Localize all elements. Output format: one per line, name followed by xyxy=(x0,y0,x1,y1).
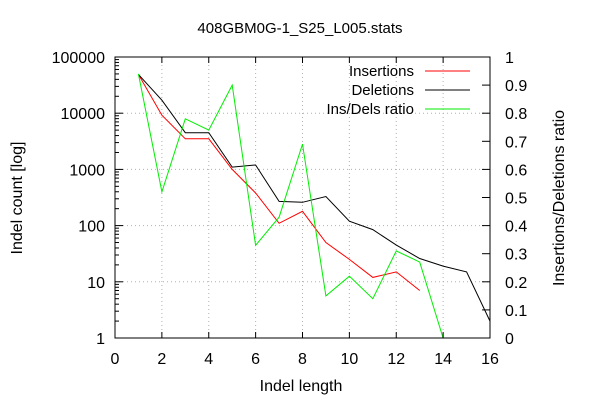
legend-label: Insertions xyxy=(349,63,414,80)
y2-tick-label: 0.6 xyxy=(505,162,527,179)
y-tick-label: 10 xyxy=(87,275,105,292)
y-axis-label: Indel count [log] xyxy=(9,142,26,255)
y-tick-label: 100000 xyxy=(52,50,105,67)
x-tick-label: 16 xyxy=(481,351,499,368)
axis-ticks xyxy=(114,56,491,339)
x-tick-label: 0 xyxy=(111,351,120,368)
x-tick-label: 12 xyxy=(387,351,405,368)
legend-label: Ins/Dels ratio xyxy=(326,101,414,118)
x-tick-label: 8 xyxy=(298,351,307,368)
x-tick-label: 2 xyxy=(157,351,166,368)
y-tick-label: 10000 xyxy=(61,106,106,123)
x-tick-label: 14 xyxy=(434,351,452,368)
series-line-0 xyxy=(137,74,421,291)
legend: Insertions Deletions Ins/Dels ratio xyxy=(326,63,470,118)
series-lines xyxy=(137,73,491,339)
x-tick-label: 10 xyxy=(340,351,358,368)
y-tick-label: 1000 xyxy=(69,162,105,179)
series-line-2 xyxy=(137,73,444,339)
y2-tick-label: 0.1 xyxy=(505,303,527,320)
x-tick-label: 6 xyxy=(251,351,260,368)
y2-tick-label: 0.3 xyxy=(505,247,527,264)
y-tick-label: 1 xyxy=(96,331,105,348)
chart-title: 408GBM0G-1_S25_L005.stats xyxy=(197,20,402,37)
tick-labels: 0 2 4 6 8 10 12 14 16 1 10 100 1000 10000 100000 0 0.1 0.… xyxy=(52,50,528,368)
x-tick-label: 4 xyxy=(204,351,213,368)
series-line-1 xyxy=(138,74,491,322)
legend-label: Deletions xyxy=(351,82,414,99)
y2-tick-label: 0.9 xyxy=(505,78,527,95)
grid-lines xyxy=(115,57,490,338)
y2-tick-label: 0.8 xyxy=(505,106,527,123)
y2-tick-label: 1 xyxy=(505,50,514,67)
y2-tick-label: 0.4 xyxy=(505,219,527,236)
y2-tick-label: 0 xyxy=(505,331,514,348)
y2-tick-label: 0.5 xyxy=(505,191,527,208)
y2-tick-label: 0.2 xyxy=(505,275,527,292)
x-axis-label: Indel length xyxy=(260,378,343,395)
y-tick-label: 100 xyxy=(78,219,105,236)
y2-axis-label: Insertions/Deletions ratio xyxy=(551,110,568,286)
y2-tick-label: 0.7 xyxy=(505,134,527,151)
